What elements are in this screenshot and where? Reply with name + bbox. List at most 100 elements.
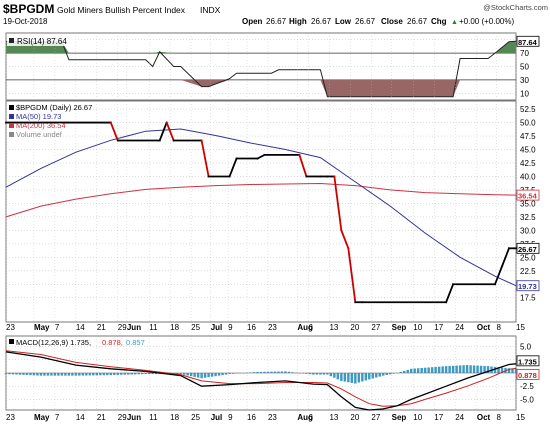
x-axis-label-top: 21 [97, 323, 106, 332]
price-line-segment [493, 265, 504, 286]
macd-histogram-bar [78, 373, 81, 376]
macd-histogram-bar [392, 373, 395, 374]
x-axis-label-top: 25 [191, 323, 200, 332]
macd-histogram-bar [256, 371, 259, 373]
price-tick-label: 17.5 [520, 294, 536, 303]
macd-histogram-bar [207, 373, 210, 378]
macd-histogram-bar [71, 373, 74, 376]
price-legend-swatch [9, 114, 14, 119]
macd-histogram-bar [217, 373, 221, 376]
macd-histogram-bar [144, 373, 147, 375]
macd-histogram-bar [350, 373, 354, 383]
x-axis-label-top: May [34, 323, 50, 332]
macd-histogram-bar [196, 373, 200, 378]
price-line-segment [500, 247, 511, 268]
x-axis-label-bottom: 8 [496, 413, 501, 422]
x-axis-label-bottom: 29 [118, 413, 127, 422]
macd-histogram-bar [67, 373, 71, 376]
macd-histogram-bar [127, 373, 130, 375]
rsi-legend: RSI(14) 87.64 [17, 37, 67, 46]
macd-histogram-bar [469, 365, 472, 373]
ma50-last-value: 19.73 [518, 282, 537, 291]
price-legend-item: Volume undef [16, 130, 63, 139]
x-axis-label-bottom: 13 [329, 413, 338, 422]
macd-histogram-bar [427, 367, 430, 373]
macd-histogram-bar [15, 373, 18, 375]
ma50-last-value-box [516, 280, 540, 292]
x-axis-label-top: 8 [496, 323, 501, 332]
macd-last-value: 1.735 [518, 357, 537, 366]
ma200-last-value-box [516, 189, 540, 201]
macd-histogram-bar [385, 373, 388, 375]
x-axis-label-top: 29 [118, 323, 127, 332]
macd-histogram-bar [406, 369, 409, 373]
x-axis-label-top: 15 [516, 323, 525, 332]
price-tick-label: 40.0 [520, 172, 536, 181]
price-legend-swatch [9, 105, 14, 110]
signal-last-value: 0.878 [518, 371, 537, 380]
macd-histogram-bar [479, 365, 483, 373]
price-legend-item: MA(200) 36.54 [16, 121, 66, 130]
macd-histogram-bar [120, 373, 123, 375]
macd-histogram-bar [130, 373, 133, 375]
ma200-line [5, 182, 517, 218]
quote-chg-label: Chg [431, 17, 447, 26]
macd-histogram-bar [18, 373, 22, 375]
x-axis-label-top: 6 [309, 323, 314, 332]
macd-histogram-bar [263, 371, 266, 373]
price-line-segment [347, 247, 357, 304]
macd-histogram-bar [46, 373, 50, 376]
price-line-segment [340, 229, 350, 250]
macd-histogram-bar [497, 367, 500, 373]
macd-histogram-bar [231, 373, 235, 374]
macd-tick-label: -2.5 [520, 382, 534, 391]
macd-histogram-bar [22, 373, 25, 375]
macd-histogram-bar [81, 373, 85, 376]
macd-histogram-bar [179, 373, 182, 375]
price-tick-label: 30.0 [520, 226, 536, 235]
macd-histogram-bar [151, 373, 154, 375]
macd-signal-line [5, 350, 517, 407]
rsi-legend-bg [7, 35, 77, 46]
x-axis-label-bottom: 11 [149, 413, 158, 422]
x-axis-label-top: Sep [392, 323, 407, 332]
quote-low-label: Low [335, 17, 352, 26]
x-axis-label-bottom: 17 [434, 413, 443, 422]
ma50-line [5, 128, 517, 287]
x-axis-label-bottom: 14 [76, 413, 85, 422]
x-axis-label-top: Oct [477, 323, 491, 332]
x-axis-label-top: 24 [455, 323, 464, 332]
macd-histogram-bar [189, 373, 193, 377]
macd-histogram-bar [486, 366, 490, 373]
macd-histogram-bar [336, 373, 340, 380]
macd-histogram-bar [102, 373, 106, 376]
x-axis-label-top: 23 [6, 323, 15, 332]
x-axis-label-top: 23 [268, 323, 277, 332]
x-axis-label-top: 14 [76, 323, 85, 332]
macd-histogram-bar [134, 373, 137, 375]
macd-histogram-bar [109, 373, 113, 376]
macd-histogram-bar [448, 365, 451, 373]
macd-histogram-bar [154, 373, 158, 375]
macd-histogram-bar [430, 367, 434, 373]
x-axis-label-bottom: 24 [455, 413, 464, 422]
chart-symbol: $BPGDM [3, 2, 54, 16]
quote-chg-value: +0.00 (+0.00%) [459, 17, 514, 26]
rsi-tick-label: 10 [520, 89, 529, 98]
macd-histogram-bar [193, 373, 196, 377]
price-line-segment [158, 121, 168, 142]
macd-histogram-bar [29, 373, 32, 376]
macd-histogram-bar [347, 373, 350, 383]
x-axis-label-bottom: 7 [55, 413, 60, 422]
price-line-segment [256, 153, 266, 160]
price-tick-label: 25.0 [520, 253, 536, 262]
price-legend-item: MA(50) 19.73 [16, 112, 61, 121]
macd-histogram-bar [137, 373, 140, 375]
price-line-segment [165, 121, 175, 142]
macd-histogram-bar [95, 373, 99, 376]
quote-high-label: High [289, 17, 307, 26]
macd-histogram-bar [273, 371, 277, 373]
x-axis-label-bottom: 27 [371, 413, 380, 422]
macd-histogram-bar [462, 365, 465, 373]
